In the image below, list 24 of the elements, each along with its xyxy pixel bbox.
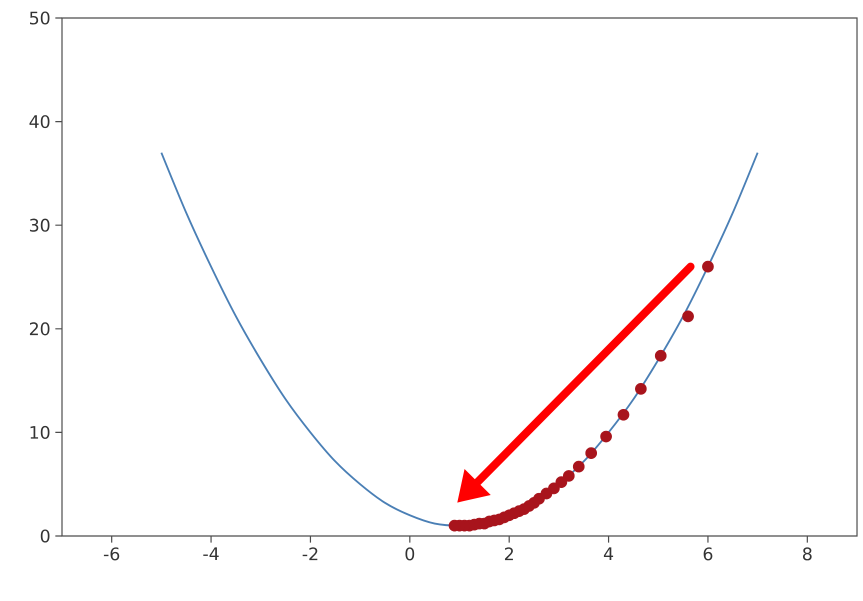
x-tick-label: 8 xyxy=(802,547,812,560)
point xyxy=(572,460,585,472)
point xyxy=(562,470,575,482)
x-tick-label: -4 xyxy=(203,547,219,560)
x-tick-label: 4 xyxy=(604,547,614,560)
x-tick-label: -2 xyxy=(302,547,318,560)
point xyxy=(556,476,568,488)
y-tick-label: 40 xyxy=(30,115,50,128)
x-tick-label: 2 xyxy=(504,547,513,560)
point xyxy=(654,350,667,362)
y-tick-label: 10 xyxy=(30,426,50,439)
x-tick-label: -6 xyxy=(104,547,120,560)
y-tick-label: 20 xyxy=(30,322,50,336)
x-tick-label: 6 xyxy=(704,547,712,560)
y-tick-label: 0 xyxy=(40,529,50,543)
y-tick-label: 30 xyxy=(30,218,50,232)
x-tick-label: 0 xyxy=(405,547,414,560)
point xyxy=(702,260,714,272)
point xyxy=(635,383,647,395)
point xyxy=(682,310,694,322)
point xyxy=(585,447,598,459)
point xyxy=(618,408,630,421)
y-tick-label: 50 xyxy=(30,11,50,25)
point xyxy=(600,430,612,442)
